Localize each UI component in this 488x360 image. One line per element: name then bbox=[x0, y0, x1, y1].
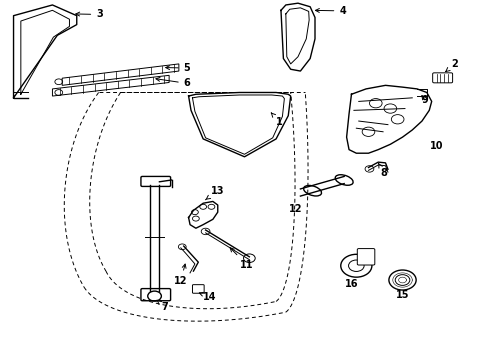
Text: 5: 5 bbox=[165, 63, 190, 73]
Text: 9: 9 bbox=[421, 95, 428, 105]
FancyBboxPatch shape bbox=[192, 285, 203, 293]
Ellipse shape bbox=[335, 175, 352, 185]
Ellipse shape bbox=[303, 185, 321, 196]
Text: 6: 6 bbox=[156, 77, 190, 89]
Text: 12: 12 bbox=[288, 203, 302, 213]
FancyBboxPatch shape bbox=[141, 176, 170, 186]
Text: 1: 1 bbox=[271, 113, 282, 127]
FancyBboxPatch shape bbox=[357, 249, 374, 265]
Text: 13: 13 bbox=[205, 186, 224, 200]
Text: 8: 8 bbox=[378, 163, 386, 179]
Text: 7: 7 bbox=[157, 300, 168, 312]
Text: 16: 16 bbox=[344, 279, 358, 289]
Text: 14: 14 bbox=[199, 292, 216, 302]
Text: 3: 3 bbox=[76, 9, 103, 19]
Text: 15: 15 bbox=[395, 290, 408, 300]
Text: 4: 4 bbox=[315, 6, 346, 16]
Polygon shape bbox=[62, 64, 179, 85]
Polygon shape bbox=[52, 75, 169, 96]
FancyBboxPatch shape bbox=[432, 73, 452, 83]
FancyBboxPatch shape bbox=[141, 289, 170, 301]
Text: 12: 12 bbox=[174, 264, 187, 285]
Text: 10: 10 bbox=[429, 141, 443, 151]
Text: 2: 2 bbox=[445, 59, 457, 72]
Text: 11: 11 bbox=[230, 248, 253, 270]
